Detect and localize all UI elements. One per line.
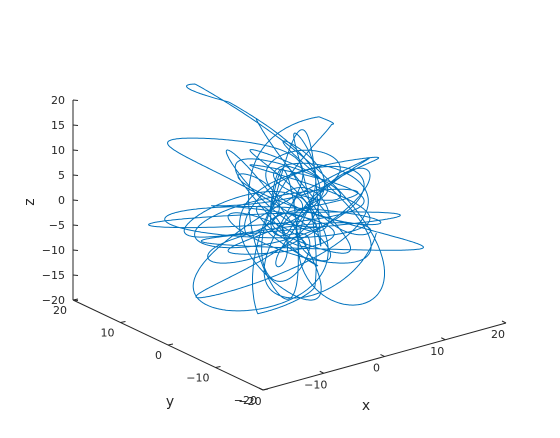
data-series-line (148, 83, 424, 315)
x-tick-mark (380, 354, 385, 357)
z-tick-mark (72, 149, 79, 151)
z-tick-mark (72, 99, 79, 101)
tick-labels-group: −20−1001020−20−1001020−20−15−10−50510152… (42, 94, 505, 408)
z-tick-label: −15 (42, 269, 65, 282)
z-tick-mark (72, 224, 79, 226)
x-tick-label: 10 (430, 345, 444, 358)
z-tick-label: 20 (51, 94, 65, 107)
y-tick-mark (167, 343, 174, 346)
z-tick-label: −5 (49, 219, 65, 232)
z-tick-label: 10 (51, 144, 65, 157)
z-tick-label: 5 (58, 169, 65, 182)
x-tick-mark (441, 337, 446, 341)
z-tick-label: −20 (42, 294, 65, 307)
x-tick-mark (501, 320, 507, 324)
z-tick-mark (72, 274, 79, 276)
z-tick-mark (72, 199, 79, 201)
x-tick-label: 20 (491, 328, 505, 341)
z-tick-label: −10 (42, 244, 65, 257)
z-tick-mark (72, 249, 79, 251)
y-tick-mark (262, 388, 269, 391)
z-tick-mark (72, 124, 79, 126)
axes-group (72, 99, 507, 391)
y-tick-label: 0 (155, 349, 162, 362)
z-tick-mark (72, 174, 79, 176)
y-tick-label: 20 (53, 304, 67, 317)
y-tick-mark (215, 366, 221, 368)
y-tick-label: −10 (186, 372, 209, 385)
y-tick-mark (120, 321, 126, 323)
z-tick-mark (72, 299, 79, 301)
x-tick-label: 0 (373, 362, 380, 375)
x-tick-mark (258, 387, 264, 391)
y-axis-label: y (166, 394, 174, 410)
x-tick-label: −20 (238, 395, 261, 408)
x-tick-mark (319, 370, 324, 374)
z-tick-label: 15 (51, 119, 65, 132)
z-tick-label: 0 (58, 194, 65, 207)
x-axis-label: x (362, 398, 370, 414)
y-tick-label: −20 (234, 394, 257, 407)
z-axis-label: z (22, 198, 38, 205)
x-tick-label: −10 (304, 378, 327, 391)
data-curve-group (148, 83, 424, 315)
y-tick-label: 10 (101, 327, 115, 340)
